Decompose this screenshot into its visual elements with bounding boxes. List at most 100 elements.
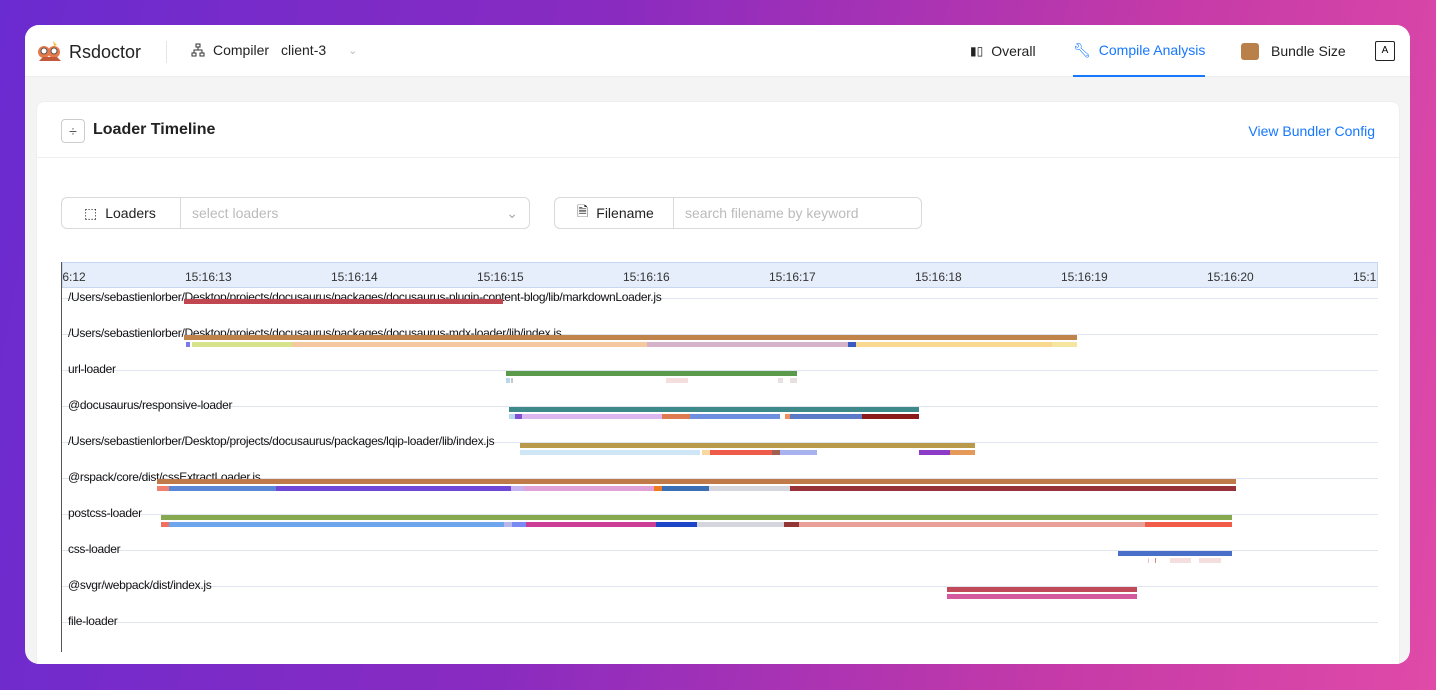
file-segment-bar[interactable] xyxy=(862,414,919,419)
loader-total-bar[interactable] xyxy=(1117,551,1232,556)
row-divider xyxy=(62,622,1378,623)
file-segment-bar[interactable] xyxy=(771,450,780,455)
file-segment-bar[interactable] xyxy=(848,342,856,347)
file-segment-bar[interactable] xyxy=(511,486,525,491)
loader-total-bar[interactable] xyxy=(156,479,1236,484)
view-bundler-config-link[interactable]: View Bundler Config xyxy=(1248,123,1375,139)
loaders-label: Loaders xyxy=(105,205,156,221)
file-segment-bar[interactable] xyxy=(192,342,293,347)
loader-label: css-loader xyxy=(68,542,121,556)
nav-label: Bundle Size xyxy=(1271,43,1346,59)
timeline-row: @docusaurus/responsive-loader xyxy=(62,398,1378,434)
loader-total-bar[interactable] xyxy=(519,443,976,448)
loaders-select[interactable]: select loaders ⌄ xyxy=(181,198,529,228)
loader-total-bar[interactable] xyxy=(184,299,503,304)
file-segment-bar[interactable] xyxy=(514,414,522,419)
file-segment-bar[interactable] xyxy=(656,522,698,527)
file-segment-bar[interactable] xyxy=(778,378,783,383)
row-divider xyxy=(62,478,1378,479)
file-segment-bar[interactable] xyxy=(710,450,772,455)
axis-tick-label: 15:16:17 xyxy=(769,270,816,284)
file-segment-bar[interactable] xyxy=(784,414,791,419)
file-segment-bar[interactable] xyxy=(662,414,691,419)
top-bar: Rsdoctor Compiler client-3 ⌄ ▮▯ Overall 🔧… xyxy=(25,25,1410,77)
loader-label: /Users/sebastienlorber/Desktop/projects/… xyxy=(68,434,495,448)
wrench-icon: 🔧︎ xyxy=(1073,41,1091,58)
file-segment-bar[interactable] xyxy=(789,378,798,383)
file-segment-bar[interactable] xyxy=(524,486,654,491)
file-segment-bar[interactable] xyxy=(1169,558,1192,563)
file-segment-bar[interactable] xyxy=(275,486,512,491)
timeline-row: url-loader xyxy=(62,362,1378,398)
file-segment-bar[interactable] xyxy=(160,522,169,527)
file-segment-bar[interactable] xyxy=(168,522,505,527)
select-icon: ⬚ xyxy=(84,204,98,221)
file-segment-bar[interactable] xyxy=(1147,558,1150,563)
axis-tick-label: 15:16:14 xyxy=(331,270,378,284)
chevron-down-icon: ⌄ xyxy=(506,204,518,221)
nav-overall[interactable]: ▮▯ Overall xyxy=(970,25,1036,77)
file-segment-bar[interactable] xyxy=(1198,558,1221,563)
file-segment-bar[interactable] xyxy=(950,450,975,455)
file-segment-bar[interactable] xyxy=(790,414,862,419)
file-segment-bar[interactable] xyxy=(918,450,951,455)
filename-input[interactable]: search filename by keyword xyxy=(674,198,921,228)
file-segment-bar[interactable] xyxy=(186,342,190,347)
file-segment-bar[interactable] xyxy=(702,450,711,455)
axis-tick-label: 15:16:16 xyxy=(623,270,670,284)
row-divider xyxy=(62,550,1378,551)
file-segment-bar[interactable] xyxy=(798,522,1145,527)
loaders-filter: ⬚ Loaders select loaders ⌄ xyxy=(61,197,530,229)
loader-total-bar[interactable] xyxy=(160,515,1232,520)
file-search-icon: 🗎︎ xyxy=(577,203,589,219)
timeline-row: postcss-loader xyxy=(62,506,1378,542)
axis-tick-label: 15:16:15 xyxy=(477,270,524,284)
file-segment-bar[interactable] xyxy=(512,522,526,527)
file-segment-bar[interactable] xyxy=(855,342,1052,347)
nav-bundle-size[interactable]: Bundle Size xyxy=(1241,25,1346,77)
loader-total-bar[interactable] xyxy=(508,407,919,412)
loader-total-bar[interactable] xyxy=(946,587,1137,592)
translate-icon[interactable]: A xyxy=(1375,41,1395,61)
file-segment-bar[interactable] xyxy=(505,378,510,383)
divide-icon[interactable]: ÷ xyxy=(61,119,85,143)
file-segment-bar[interactable] xyxy=(697,522,785,527)
loader-total-bar[interactable] xyxy=(184,335,1077,340)
timeline-row: @svgr/webpack/dist/index.js xyxy=(62,578,1378,614)
compiler-label: Compiler xyxy=(213,42,270,58)
file-segment-bar[interactable] xyxy=(156,486,169,491)
rsdoctor-logo-icon[interactable] xyxy=(35,39,65,65)
axis-tick-label: 15:16:18 xyxy=(915,270,962,284)
compiler-select[interactable]: Compiler client-3 ⌄ xyxy=(191,42,357,58)
file-segment-bar[interactable] xyxy=(521,414,662,419)
filename-label: Filename xyxy=(596,205,654,221)
timeline-row: /Users/sebastienlorber/Desktop/projects/… xyxy=(62,290,1378,326)
file-segment-bar[interactable] xyxy=(511,378,514,383)
file-segment-bar[interactable] xyxy=(1051,342,1077,347)
file-segment-bar[interactable] xyxy=(709,486,791,491)
chevron-down-icon: ⌄ xyxy=(348,44,358,57)
time-axis[interactable]: 15:16:12 15:16:13 15:16:14 15:16:15 15:16:16… xyxy=(62,262,1378,288)
file-segment-bar[interactable] xyxy=(168,486,276,491)
file-segment-bar[interactable] xyxy=(508,414,515,419)
file-segment-bar[interactable] xyxy=(504,522,513,527)
file-segment-bar[interactable] xyxy=(784,522,799,527)
file-segment-bar[interactable] xyxy=(519,450,700,455)
nav-compile-analysis[interactable]: 🔧︎ Compile Analysis xyxy=(1073,25,1206,77)
row-divider xyxy=(62,370,1378,371)
file-segment-bar[interactable] xyxy=(292,342,647,347)
file-segment-bar[interactable] xyxy=(662,486,709,491)
file-segment-bar[interactable] xyxy=(946,594,1137,599)
nav-label: Compile Analysis xyxy=(1098,42,1206,58)
file-segment-bar[interactable] xyxy=(525,522,656,527)
app-window: Rsdoctor Compiler client-3 ⌄ ▮▯ Overall 🔧… xyxy=(25,25,1410,664)
file-segment-bar[interactable] xyxy=(653,486,662,491)
file-segment-bar[interactable] xyxy=(1154,558,1157,563)
file-segment-bar[interactable] xyxy=(690,414,780,419)
file-segment-bar[interactable] xyxy=(779,450,818,455)
file-segment-bar[interactable] xyxy=(665,378,688,383)
file-segment-bar[interactable] xyxy=(1144,522,1232,527)
loader-total-bar[interactable] xyxy=(505,371,798,376)
file-segment-bar[interactable] xyxy=(646,342,849,347)
file-segment-bar[interactable] xyxy=(790,486,1236,491)
